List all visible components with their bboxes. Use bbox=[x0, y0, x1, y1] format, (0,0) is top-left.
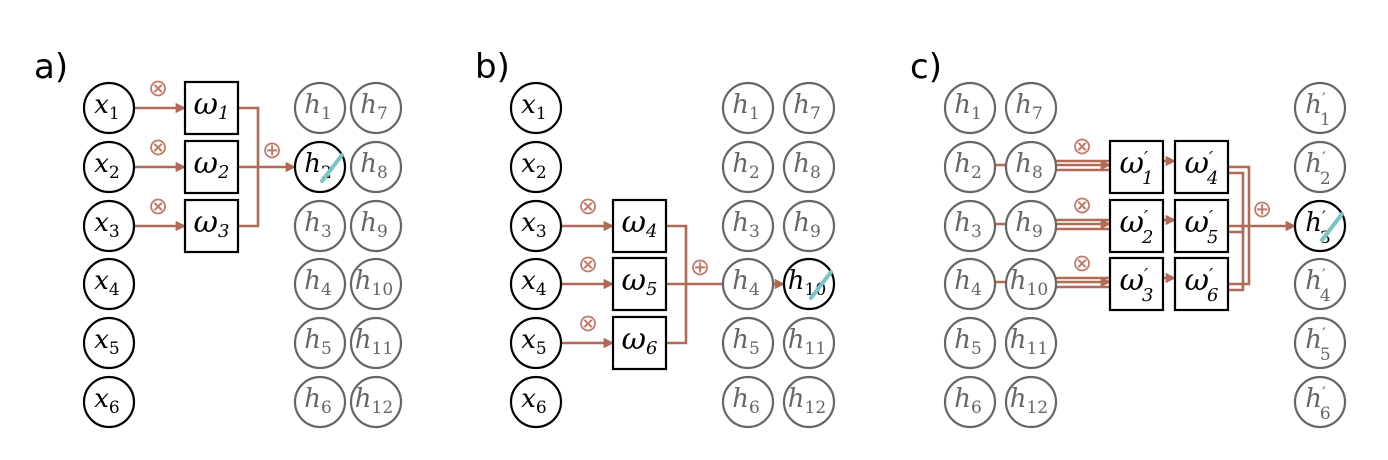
panel-c-weight-w2-prime: ω′ 2 bbox=[1110, 200, 1163, 252]
panel-a-weight-w3: ω3 bbox=[185, 200, 238, 252]
panel-a-input-x5: x5 bbox=[84, 318, 134, 368]
nodes-layer: x1 x2 x3 x4 x5 x6 ω1 ω2 ω3 h1 h2 h3 h4 h5 h6 h7 h8 h9 h10 h… bbox=[84, 82, 1345, 427]
panel-b-hidden-h11: h11 bbox=[784, 318, 834, 368]
panel-a-sum-wire-3 bbox=[238, 167, 258, 226]
panel-c-multiply-2: ⊗ bbox=[1072, 191, 1092, 219]
panel-b-hidden-h12: h12 bbox=[784, 377, 834, 427]
panel-c-add: ⊕ bbox=[1252, 195, 1272, 223]
panel-a-sum-wire-1 bbox=[238, 108, 258, 167]
panel-a-hidden-h5: h5 bbox=[295, 318, 345, 368]
panel-c-hidden-h8: h8 bbox=[1006, 142, 1056, 192]
panel-a-hidden-h12: h12 bbox=[351, 377, 401, 427]
panel-c-hidden-h1: h1 bbox=[945, 83, 995, 133]
panel-c-sum-wire-a-3 bbox=[1228, 226, 1249, 284]
panel-a-hidden-h4: h4 bbox=[295, 259, 345, 309]
panel-a-multiply-2: ⊗ bbox=[148, 133, 168, 161]
panel-b-input-x1: x1 bbox=[511, 83, 561, 133]
panel-c-weight-w1-prime: ω′ 1 bbox=[1110, 141, 1163, 193]
panel-b-hidden-h10: h10 bbox=[784, 259, 834, 309]
panel-c-multiply-3: ⊗ bbox=[1072, 249, 1092, 277]
panel-a-hidden-h9: h9 bbox=[351, 201, 401, 251]
panel-a-hidden-h3: h3 bbox=[295, 201, 345, 251]
panel-a-label: a) bbox=[34, 47, 68, 87]
panel-a-input-x2: x2 bbox=[84, 142, 134, 192]
panel-c-hidden-h11: h11 bbox=[1006, 318, 1056, 368]
panel-c-hidden-h4: h4 bbox=[945, 259, 995, 309]
panel-b-sum-wire-3 bbox=[666, 284, 686, 343]
panel-a-hidden-h10: h10 bbox=[351, 259, 401, 309]
panel-b-input-x3: x3 bbox=[511, 201, 561, 251]
panel-b-weight-w4: ω4 bbox=[613, 200, 666, 252]
panel-a-weight-w1: ω1 bbox=[185, 82, 238, 134]
panel-a-hidden-h7: h7 bbox=[351, 83, 401, 133]
panel-c-sum-wire-b-3 bbox=[1228, 226, 1243, 290]
panel-a-input-x6: x6 bbox=[84, 377, 134, 427]
panel-b-hidden-h3: h3 bbox=[723, 201, 773, 251]
panel-a-input-x4: x4 bbox=[84, 259, 134, 309]
panel-b-weight-w6: ω6 bbox=[613, 317, 666, 369]
panel-c-weight-w4-prime: ω′ 4 bbox=[1175, 141, 1228, 193]
panel-c-hidden-h10: h10 bbox=[1006, 259, 1056, 309]
panel-b-input-x6: x6 bbox=[511, 377, 561, 427]
panel-c-output-h4-prime: h′ 4 bbox=[1295, 259, 1345, 309]
panel-a-multiply-1: ⊗ bbox=[148, 74, 168, 102]
panel-b-weight-w5: ω5 bbox=[613, 258, 666, 310]
panel-b-input-x5: x5 bbox=[511, 318, 561, 368]
panel-a-hidden-h2: h2 bbox=[295, 142, 345, 192]
panel-a-hidden-h11: h11 bbox=[351, 318, 401, 368]
panel-b-hidden-h9: h9 bbox=[784, 201, 834, 251]
panel-b-hidden-h2: h2 bbox=[723, 142, 773, 192]
panel-b-hidden-h8: h8 bbox=[784, 142, 834, 192]
panel-c-sum-wire-b-1 bbox=[1228, 173, 1243, 226]
panel-c-output-h5-prime: h′ 5 bbox=[1295, 318, 1345, 368]
panel-b-hidden-h5: h5 bbox=[723, 318, 773, 368]
panel-c-weight-w3-prime: ω′ 3 bbox=[1110, 258, 1163, 310]
panel-b-multiply-1: ⊗ bbox=[578, 192, 598, 220]
panel-c-hidden-h5: h5 bbox=[945, 318, 995, 368]
panel-c-hidden-h12: h12 bbox=[1006, 377, 1056, 427]
panel-b-add: ⊕ bbox=[690, 253, 710, 281]
panel-c-hidden-h3: h3 bbox=[945, 201, 995, 251]
panel-b-hidden-h1: h1 bbox=[723, 83, 773, 133]
panel-b-hidden-h6: h6 bbox=[723, 377, 773, 427]
panel-c-output-h1-prime: h′ 1 bbox=[1295, 83, 1345, 133]
panel-b-hidden-h7: h7 bbox=[784, 83, 834, 133]
panel-b-label: b) bbox=[475, 47, 510, 87]
panel-c-weight-w6-prime: ω′ 6 bbox=[1175, 258, 1228, 310]
panel-b-input-x4: x4 bbox=[511, 259, 561, 309]
panel-c-label: c) bbox=[910, 47, 942, 87]
panel-c-hidden-h2: h2 bbox=[945, 142, 995, 192]
panel-a-hidden-h1: h1 bbox=[295, 83, 345, 133]
panel-c-output-h6-prime: h′ 6 bbox=[1295, 377, 1345, 427]
panel-c-hidden-h6: h6 bbox=[945, 377, 995, 427]
panel-a-hidden-h8: h8 bbox=[351, 142, 401, 192]
panel-a-hidden-h6: h6 bbox=[295, 377, 345, 427]
panel-b-multiply-2: ⊗ bbox=[578, 250, 598, 278]
panel-c-output-h2-prime: h′ 2 bbox=[1295, 142, 1345, 192]
panel-a-weight-w2: ω2 bbox=[185, 141, 238, 193]
panel-b-hidden-h4: h4 bbox=[723, 259, 773, 309]
panel-a-input-x3: x3 bbox=[84, 201, 134, 251]
panel-c-sum-wire-a-1 bbox=[1228, 167, 1249, 226]
panel-a-add: ⊕ bbox=[262, 136, 282, 164]
panel-c-weight-w5-prime: ω′ 5 bbox=[1175, 200, 1228, 252]
panel-c-hidden-h7: h7 bbox=[1006, 83, 1056, 133]
panel-c-multiply-1: ⊗ bbox=[1072, 132, 1092, 160]
panel-a-multiply-3: ⊗ bbox=[148, 192, 168, 220]
panel-c-hidden-h9: h9 bbox=[1006, 201, 1056, 251]
panel-b-multiply-3: ⊗ bbox=[578, 309, 598, 337]
panel-a-input-x1: x1 bbox=[84, 83, 134, 133]
panel-b-input-x2: x2 bbox=[511, 142, 561, 192]
panel-c-output-h3-prime: h′3 bbox=[1295, 201, 1345, 251]
panel-b-sum-wire-1 bbox=[666, 226, 686, 284]
